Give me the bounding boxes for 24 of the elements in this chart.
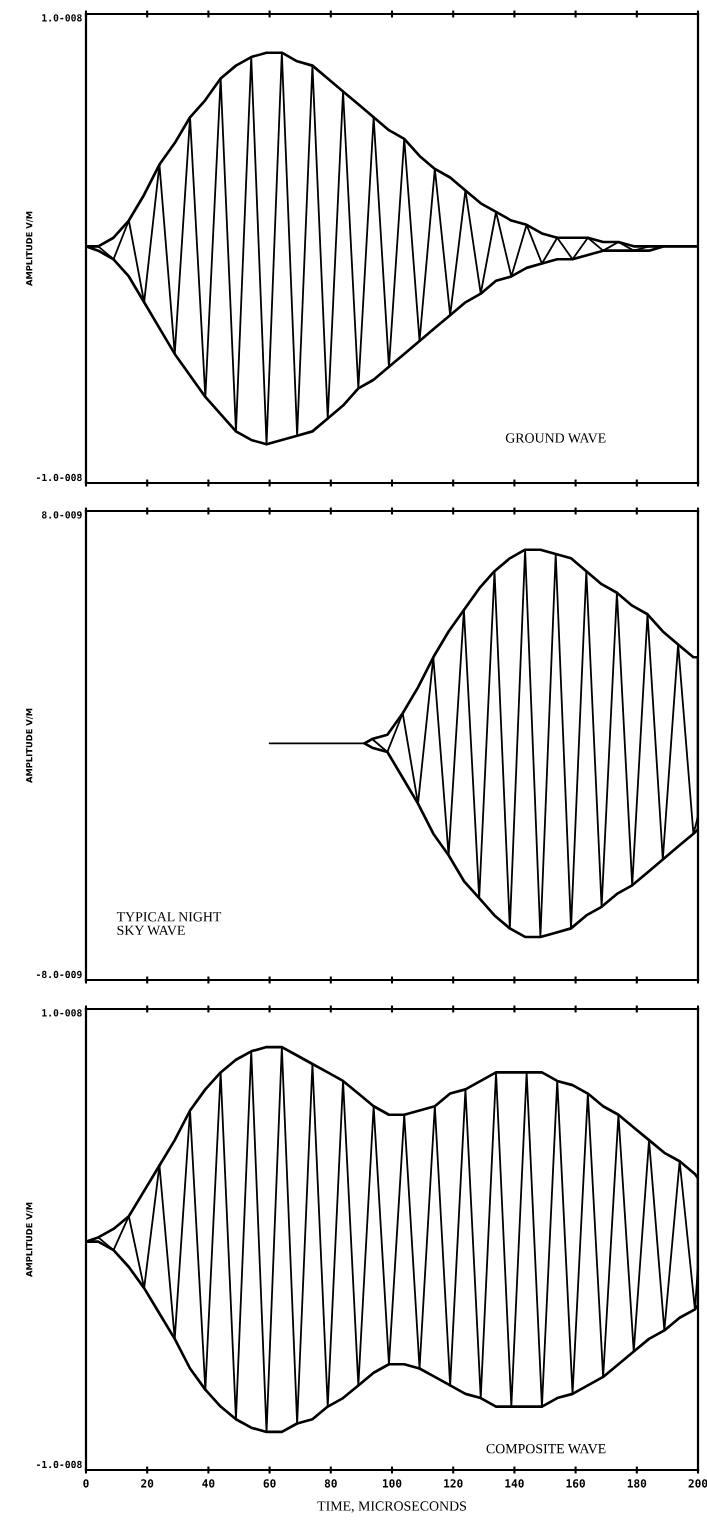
x-tick-label: 40	[202, 1479, 215, 1488]
annotation: COMPOSITE WAVE	[486, 1444, 606, 1454]
x-tick-label: 100	[382, 1479, 402, 1488]
x-tick-label: 180	[627, 1479, 647, 1488]
y-axis-title: AMPLITUDE V/M	[26, 211, 34, 286]
text: -1.0-008	[36, 1460, 82, 1469]
text: -8.0-009	[36, 970, 82, 979]
annotation: TYPICAL NIGHT SKY WAVE	[116, 912, 222, 936]
x-tick-label: 60	[263, 1479, 276, 1488]
y-axis-title: AMPLITUDE V/M	[26, 708, 34, 783]
x-tick-label: 160	[566, 1479, 585, 1488]
x-tick-label: 200	[688, 1479, 707, 1488]
x-axis-title: TIME, MICROSECONDS	[317, 1501, 466, 1513]
x-tick-label: 20	[141, 1479, 154, 1488]
y-axis-title: AMPLITUDE V/M	[26, 1202, 34, 1277]
x-tick-label: 120	[444, 1479, 463, 1488]
x-tick-label: 140	[505, 1479, 524, 1488]
text: 8.0-009	[41, 511, 82, 519]
text: 1.0-008	[42, 1009, 82, 1017]
x-tick-label: 0	[83, 1479, 89, 1488]
x-tick-label: 80	[324, 1479, 337, 1488]
text: 1.0-008	[42, 14, 82, 22]
annotation: GROUND WAVE	[505, 433, 606, 443]
text: -1.0-008	[36, 473, 82, 482]
